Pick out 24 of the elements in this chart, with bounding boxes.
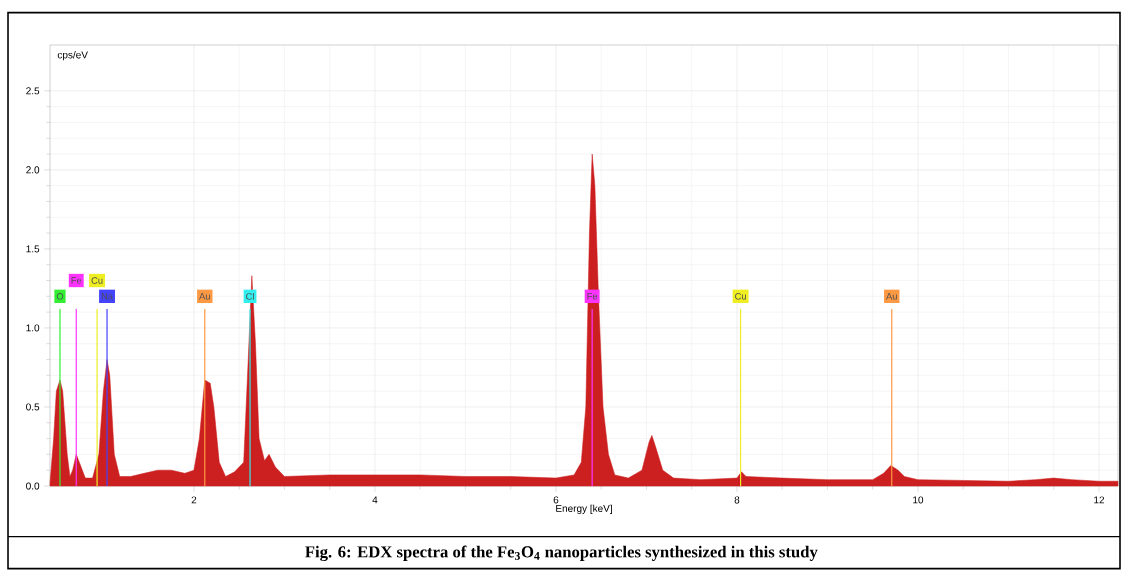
y-tick-label: 1.0: [26, 324, 40, 332]
x-tick-label: 6: [553, 496, 559, 504]
y-tick-label: 2.5: [26, 87, 40, 95]
ref-line-label: Na: [101, 293, 113, 300]
x-tick-label: 12: [1094, 496, 1105, 504]
ref-line-label: Au: [199, 293, 210, 300]
y-tick-label: 0.5: [26, 403, 40, 411]
x-tick-label: 2: [191, 496, 197, 504]
y-tick-label: 1.5: [26, 245, 40, 253]
ref-line-label: Fe: [587, 293, 598, 300]
ref-line-label: Cu: [91, 277, 103, 284]
y-tick-label: 2.0: [26, 166, 40, 174]
y-axis-title: cps/eV: [57, 51, 88, 61]
x-tick-label: 10: [913, 496, 924, 504]
ref-line-label: Cu: [735, 293, 746, 300]
ref-line-label: Cl: [246, 292, 254, 300]
x-tick-label: 8: [734, 496, 740, 504]
x-axis-title: Energy [keV]: [556, 504, 612, 514]
y-tick-label: 0.0: [26, 482, 40, 490]
ref-line-label: O: [56, 293, 64, 300]
x-tick-label: 4: [372, 496, 378, 504]
ref-line-label: Au: [886, 293, 897, 300]
ref-line-label: Fe: [71, 277, 82, 284]
text: Fig. 6: EDX spectra of the Fe$_{3}$O$_{4}$ nanoparticles synthesized in this study: [305, 545, 818, 562]
